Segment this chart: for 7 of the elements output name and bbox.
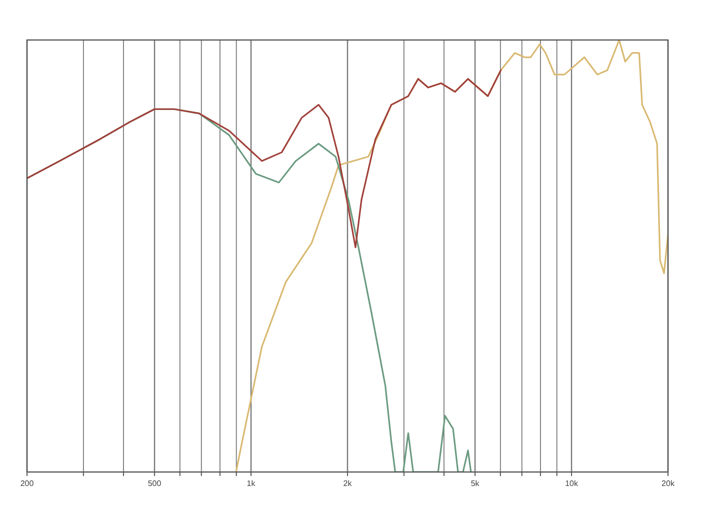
x-tick-label: 200 bbox=[20, 479, 34, 488]
x-tick-label: 5k bbox=[470, 479, 480, 488]
x-tick-label: 1k bbox=[246, 479, 256, 488]
x-tick-label: 20k bbox=[662, 479, 676, 488]
x-tick-label: 10k bbox=[565, 479, 579, 488]
x-tick-label: 500 bbox=[148, 479, 162, 488]
x-tick-label: 2k bbox=[343, 479, 353, 488]
